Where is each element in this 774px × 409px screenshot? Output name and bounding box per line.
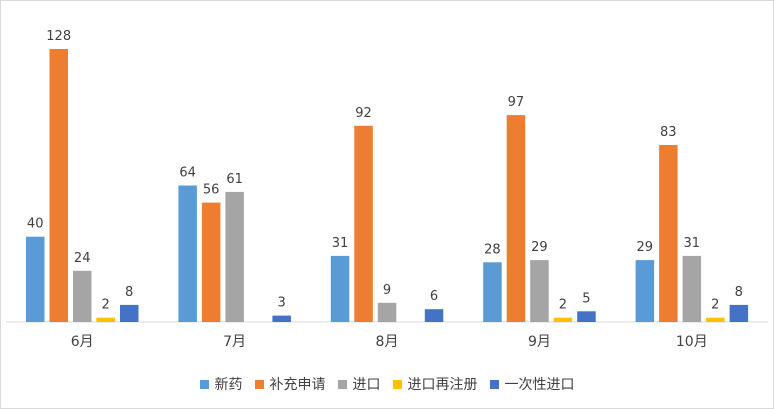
bar-2-2: [377, 302, 397, 322]
data-label-3-4: 2: [711, 298, 719, 313]
data-label-4-3: 5: [582, 291, 590, 306]
data-label-1-3: 97: [508, 95, 525, 110]
data-label-3-3: 2: [559, 298, 567, 313]
x-tick-label: 6月: [71, 334, 94, 350]
bar-0-3: [483, 262, 502, 322]
legend-item-1: 补充申请: [254, 374, 326, 394]
legend-item-4: 一次性进口: [489, 374, 575, 394]
bar-1-1: [201, 202, 221, 322]
data-label-2-0: 24: [74, 251, 91, 266]
bar-3-4: [706, 317, 725, 322]
bar-0-2: [330, 255, 350, 322]
legend-item-0: 新药: [199, 374, 243, 394]
data-label-0-4: 29: [637, 240, 654, 255]
legend-label: 进口: [352, 377, 381, 393]
legend-swatch: [489, 379, 499, 389]
data-label-0-1: 64: [179, 166, 196, 181]
bar-1-2: [354, 125, 373, 322]
legend-swatch: [337, 379, 347, 389]
bar-1-4: [659, 145, 678, 322]
bar-4-1: [272, 315, 291, 322]
bar-0-1: [178, 185, 197, 322]
x-tick-label: 7月: [223, 334, 246, 350]
legend-label: 进口再注册: [407, 377, 478, 393]
legend-swatch: [254, 379, 264, 389]
bar-4-2: [424, 309, 444, 322]
data-label-4-1: 3: [277, 296, 285, 311]
data-label-1-1: 56: [203, 183, 220, 198]
legend-label: 一次性进口: [504, 377, 575, 393]
bar-2-4: [682, 255, 702, 322]
data-label-2-3: 29: [531, 240, 548, 255]
x-tick-label: 10月: [676, 334, 708, 350]
data-label-0-2: 31: [332, 236, 349, 251]
legend-item-3: 进口再注册: [392, 374, 478, 394]
legend-swatch: [199, 379, 209, 389]
data-label-3-0: 2: [102, 298, 110, 313]
data-label-4-2: 6: [430, 289, 438, 304]
bar-0-4: [635, 260, 655, 322]
bar-2-1: [225, 191, 244, 322]
data-label-4-4: 8: [735, 285, 743, 300]
data-label-2-2: 9: [383, 283, 391, 298]
bar-3-0: [96, 317, 115, 322]
legend-swatch: [392, 379, 402, 389]
bar-3-3: [553, 317, 573, 322]
x-tick-label: 9月: [528, 334, 551, 350]
legend-label: 新药: [214, 377, 243, 393]
data-label-2-4: 31: [684, 236, 701, 251]
bar-1-3: [506, 115, 526, 322]
bar-0-0: [26, 236, 45, 322]
data-label-0-0: 40: [27, 217, 44, 232]
bar-4-3: [577, 311, 596, 322]
legend-label: 补充申请: [269, 377, 326, 393]
bar-2-0: [73, 270, 92, 322]
legend-item-2: 进口: [337, 374, 381, 394]
data-label-4-0: 8: [125, 285, 133, 300]
data-label-1-0: 128: [46, 29, 71, 44]
data-label-1-2: 92: [355, 106, 372, 121]
data-label-1-4: 83: [660, 125, 677, 140]
chart-legend: 新药 补充申请 进口 进口再注册 一次性进口: [0, 374, 774, 394]
x-tick-label: 8月: [376, 334, 399, 350]
data-label-0-3: 28: [484, 242, 501, 257]
bar-4-0: [120, 304, 139, 322]
bar-1-0: [49, 49, 68, 322]
bar-4-4: [729, 304, 749, 322]
data-label-2-1: 61: [226, 172, 243, 187]
bar-2-3: [530, 260, 549, 322]
